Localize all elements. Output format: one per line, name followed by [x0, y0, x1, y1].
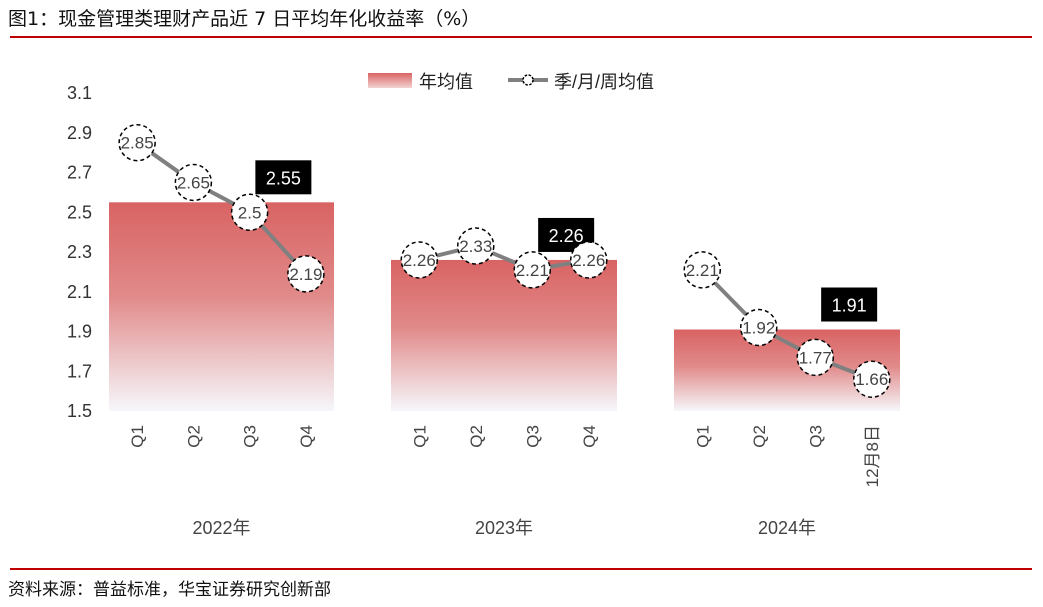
period-point-marker — [740, 308, 778, 347]
x-category-label: 12月8日 — [863, 425, 882, 487]
annual-bar — [109, 202, 334, 411]
x-category-label: Q2 — [467, 425, 486, 448]
period-data-label: 2.21 — [686, 261, 719, 280]
annual-data-label: 1.91 — [832, 296, 867, 316]
x-category-label: Q4 — [580, 425, 599, 448]
period-point-marker — [853, 360, 891, 398]
x-category-label: Q1 — [693, 425, 712, 448]
period-series-line — [135, 141, 308, 276]
period-data-label: 2.65 — [177, 173, 210, 192]
period-point-marker — [230, 193, 269, 231]
y-tick-label: 1.7 — [67, 361, 92, 381]
y-tick-label: 2.1 — [67, 282, 92, 302]
x-group-label: 2023年 — [475, 518, 533, 538]
y-tick-label: 2.3 — [67, 242, 92, 262]
period-point-marker — [570, 241, 608, 279]
period-data-label: 2.21 — [516, 261, 549, 280]
x-category-label: Q3 — [523, 425, 542, 448]
bar-layer: 2.55 2.26 1.91 — [109, 160, 900, 411]
period-data-label: 2.26 — [572, 251, 605, 270]
legend-marker-icon — [522, 74, 534, 86]
period-data-label: 2.26 — [403, 251, 436, 270]
annual-bar — [391, 259, 617, 411]
period-data-label: 1.77 — [799, 348, 832, 367]
x-group-label: 2022年 — [192, 518, 250, 538]
y-axis: 3.1 2.9 2.7 2.5 2.3 2.1 1.9 1.7 1.5 — [67, 83, 92, 421]
period-point-marker — [457, 227, 495, 265]
period-point-marker — [513, 251, 551, 289]
footer-divider — [10, 568, 1032, 570]
x-group-label: 2024年 — [758, 518, 816, 538]
period-point-marker — [400, 241, 438, 279]
period-data-label: 2.85 — [121, 134, 154, 153]
x-category-label: Q1 — [410, 425, 429, 448]
y-tick-label: 1.9 — [67, 322, 92, 342]
x-category-label: Q4 — [297, 425, 316, 448]
y-tick-label: 2.5 — [67, 202, 92, 222]
legend-label-annual: 年均值 — [419, 72, 473, 92]
legend-label-period: 季/月/周均值 — [554, 72, 654, 92]
x-category-label: Q1 — [128, 425, 147, 448]
period-data-label: 2.5 — [238, 203, 262, 222]
period-data-label: 2.19 — [289, 265, 322, 284]
period-data-label: 1.66 — [855, 370, 888, 389]
period-data-label: 2.33 — [459, 237, 492, 256]
period-series-line — [418, 244, 590, 272]
x-category-label: Q3 — [806, 425, 825, 448]
period-data-label: 1.92 — [742, 319, 775, 338]
period-point-marker — [174, 163, 213, 202]
title-divider — [10, 36, 1032, 38]
annual-data-label: 2.55 — [266, 168, 301, 188]
legend-swatch-annual — [368, 73, 412, 88]
period-point-marker — [683, 251, 721, 289]
x-axis: Q1 Q2 Q3 Q4 2022年 Q1 Q2 Q3 Q4 2023年 Q1 Q2 Q3 12月8日 202… — [128, 425, 882, 538]
period-point-marker — [287, 255, 325, 293]
y-tick-label: 1.5 — [67, 401, 92, 421]
x-category-label: Q2 — [184, 425, 203, 448]
annual-data-label: 2.26 — [549, 226, 584, 246]
annual-label-box — [821, 287, 878, 322]
y-tick-label: 3.1 — [67, 83, 92, 103]
chart-legend: 年均值 季/月/周均值 — [368, 72, 654, 92]
source-note: 资料来源：普益标准，华宝证券研究创新部 — [8, 580, 331, 600]
period-point-marker — [118, 123, 156, 162]
y-tick-label: 2.9 — [67, 123, 92, 143]
chart-canvas: 年均值 季/月/周均值 3.12.92.72.52.32.11.91.71.5 … — [67, 72, 900, 538]
period-series-line — [700, 268, 873, 382]
annual-label-box — [255, 160, 312, 195]
x-category-label: Q3 — [241, 425, 260, 448]
y-tick-label: 2.7 — [67, 163, 92, 183]
period-point-marker — [796, 338, 834, 377]
x-category-label: Q2 — [750, 425, 769, 448]
line-layer: 2.852.652.52.192.262.332.212.262.211.921… — [118, 123, 891, 398]
chart-title: 图1：现金管理类理财产品近 7 日平均年化收益率（%） — [8, 8, 481, 30]
